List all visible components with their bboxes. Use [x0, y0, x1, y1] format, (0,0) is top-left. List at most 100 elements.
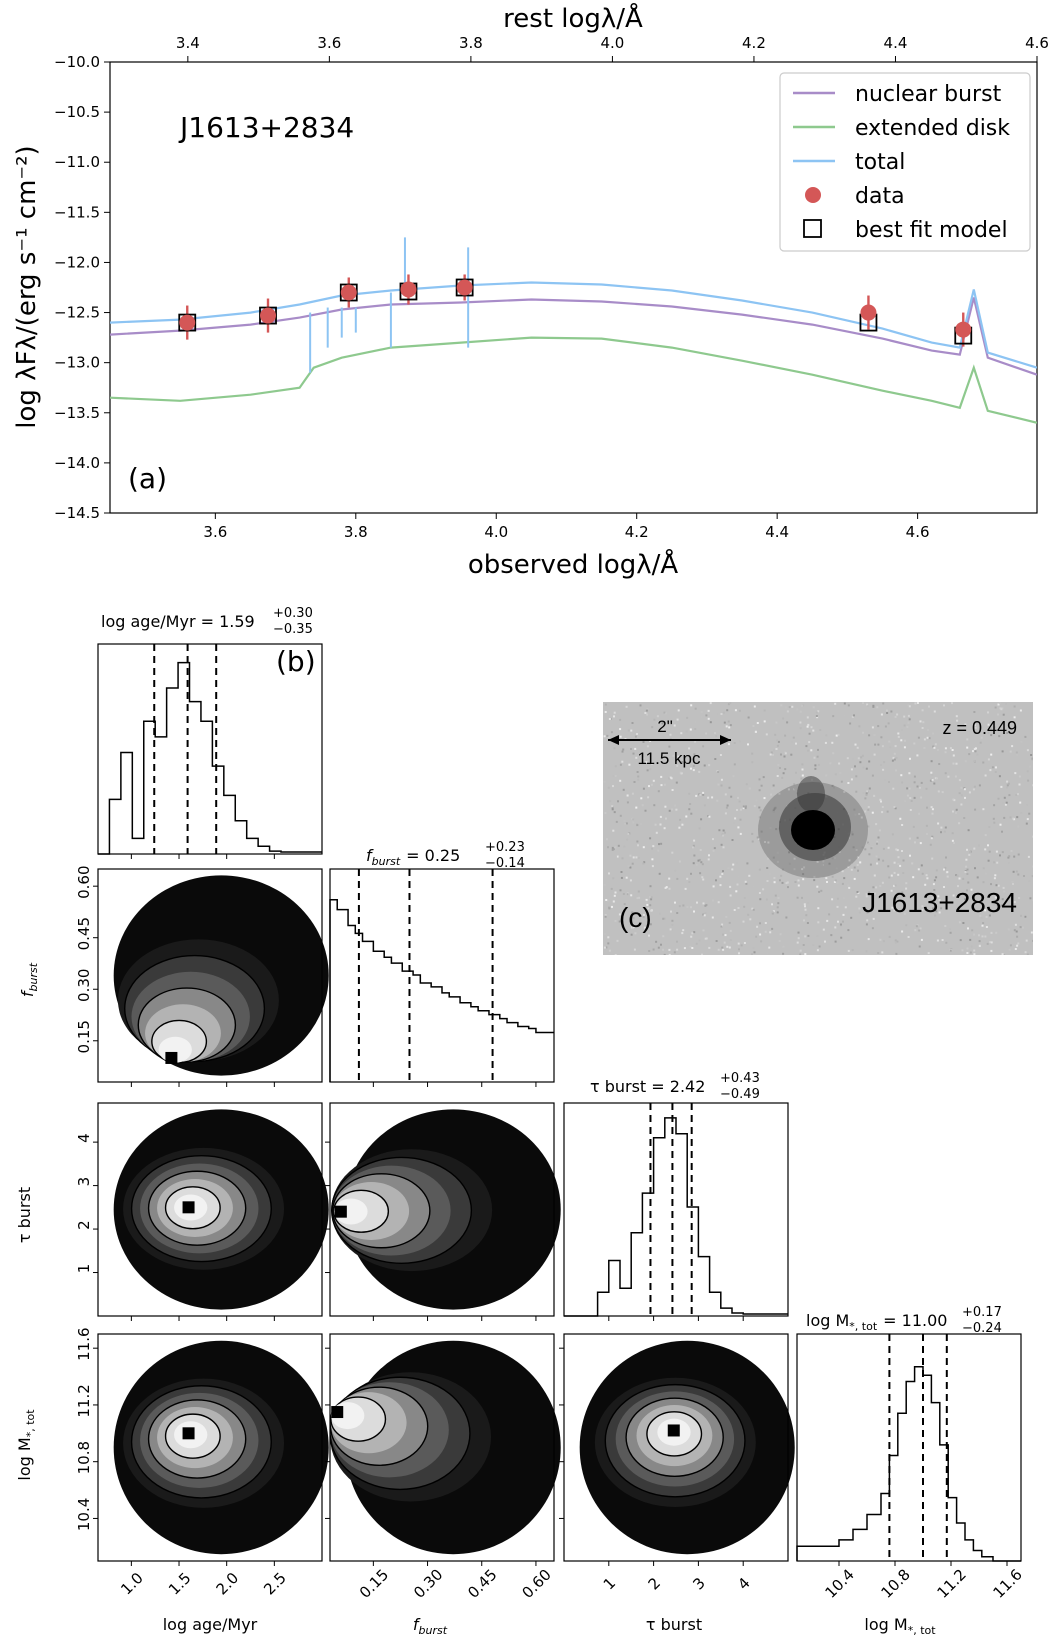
- noise-pixel: [747, 716, 750, 719]
- noise-pixel: [854, 743, 857, 746]
- noise-pixel: [631, 911, 634, 914]
- noise-pixel: [611, 805, 614, 808]
- noise-pixel: [867, 938, 870, 941]
- sed-panel: J1613+2834 (a) rest logλ/Å observed logλ…: [12, 2, 1049, 580]
- y-tick-label: 0.15: [75, 1020, 93, 1053]
- noise-pixel: [1027, 779, 1030, 782]
- noise-pixel: [796, 941, 799, 944]
- y-tick-label: −12.5: [54, 304, 100, 322]
- noise-pixel: [663, 917, 666, 920]
- noise-pixel: [777, 740, 780, 743]
- noise-pixel: [781, 776, 784, 779]
- noise-pixel: [978, 945, 981, 947]
- noise-pixel: [908, 705, 911, 708]
- noise-pixel: [637, 856, 640, 859]
- noise-pixel: [1008, 948, 1011, 951]
- noise-pixel: [897, 735, 900, 738]
- noise-pixel: [973, 953, 976, 955]
- noise-pixel: [894, 745, 897, 748]
- noise-pixel: [846, 757, 849, 760]
- noise-pixel: [762, 776, 765, 779]
- y-tick-label: −11.0: [54, 153, 100, 171]
- noise-pixel: [864, 848, 867, 851]
- noise-pixel: [999, 823, 1002, 826]
- noise-pixel: [901, 850, 903, 852]
- data-point: [340, 284, 357, 301]
- top-tick-label: 4.6: [1025, 34, 1049, 52]
- noise-pixel: [793, 857, 796, 860]
- noise-pixel: [817, 748, 819, 751]
- noise-pixel: [847, 793, 850, 796]
- noise-pixel: [671, 789, 674, 791]
- noise-pixel: [991, 729, 994, 732]
- noise-pixel: [722, 846, 725, 849]
- noise-pixel: [978, 844, 980, 847]
- noise-pixel: [904, 739, 906, 742]
- density-peak: [667, 1424, 680, 1437]
- noise-pixel: [933, 710, 936, 713]
- noise-pixel: [778, 792, 781, 795]
- noise-pixel: [916, 702, 919, 704]
- noise-pixel: [795, 742, 797, 745]
- noise-pixel: [952, 754, 955, 757]
- noise-pixel: [905, 887, 908, 890]
- noise-pixel: [907, 714, 910, 717]
- noise-pixel: [648, 785, 650, 788]
- scale-arcsec-label: 2": [657, 717, 673, 736]
- noise-pixel: [1017, 942, 1020, 945]
- noise-pixel: [760, 830, 763, 833]
- top-tick-label: 3.6: [317, 34, 341, 52]
- noise-pixel: [974, 757, 977, 760]
- noise-pixel: [855, 895, 858, 898]
- noise-pixel: [615, 820, 618, 823]
- noise-pixel: [794, 881, 797, 883]
- noise-pixel: [847, 704, 850, 707]
- noise-pixel: [719, 754, 722, 756]
- noise-pixel: [936, 777, 938, 780]
- sed-top-ticks: 3.4 3.6 3.8 4.0 4.2 4.4 4.6: [176, 34, 1049, 62]
- noise-pixel: [866, 705, 869, 708]
- noise-pixel: [776, 775, 779, 777]
- hist-step-age: [98, 661, 322, 855]
- noise-pixel: [674, 804, 677, 807]
- noise-pixel: [643, 926, 646, 929]
- noise-pixel: [803, 866, 806, 869]
- noise-pixel: [700, 715, 703, 718]
- noise-pixel: [630, 894, 633, 897]
- noise-pixel: [909, 797, 912, 800]
- noise-pixel: [825, 774, 828, 777]
- noise-pixel: [668, 953, 671, 955]
- noise-pixel: [856, 864, 859, 866]
- noise-pixel: [1004, 803, 1007, 806]
- noise-pixel: [949, 928, 952, 931]
- noise-pixel: [649, 768, 652, 771]
- noise-pixel: [877, 952, 880, 954]
- noise-pixel: [1005, 801, 1008, 804]
- density-panel-tau-mass: 1 2 3 4: [559, 1333, 795, 1593]
- noise-pixel: [1005, 702, 1008, 705]
- noise-pixel: [973, 933, 976, 936]
- noise-pixel: [638, 915, 640, 918]
- image-object-label: J1613+2834: [862, 887, 1017, 918]
- noise-pixel: [669, 737, 672, 740]
- noise-pixel: [894, 941, 897, 944]
- title-age: log age/Myr = 1.59: [101, 612, 255, 631]
- noise-pixel: [642, 787, 645, 790]
- noise-pixel: [720, 778, 723, 781]
- noise-pixel: [888, 876, 891, 879]
- noise-pixel: [949, 949, 952, 952]
- noise-pixel: [756, 925, 759, 928]
- noise-pixel: [692, 764, 695, 767]
- noise-pixel: [836, 897, 839, 900]
- noise-pixel: [735, 890, 738, 893]
- noise-pixel: [701, 953, 703, 955]
- noise-pixel: [932, 732, 935, 735]
- noise-pixel: [763, 720, 766, 723]
- noise-pixel: [779, 933, 782, 936]
- noise-pixel: [613, 848, 615, 851]
- noise-pixel: [668, 809, 671, 812]
- noise-pixel: [612, 775, 615, 778]
- noise-pixel: [968, 753, 971, 756]
- noise-pixel: [889, 746, 892, 749]
- noise-pixel: [815, 711, 818, 714]
